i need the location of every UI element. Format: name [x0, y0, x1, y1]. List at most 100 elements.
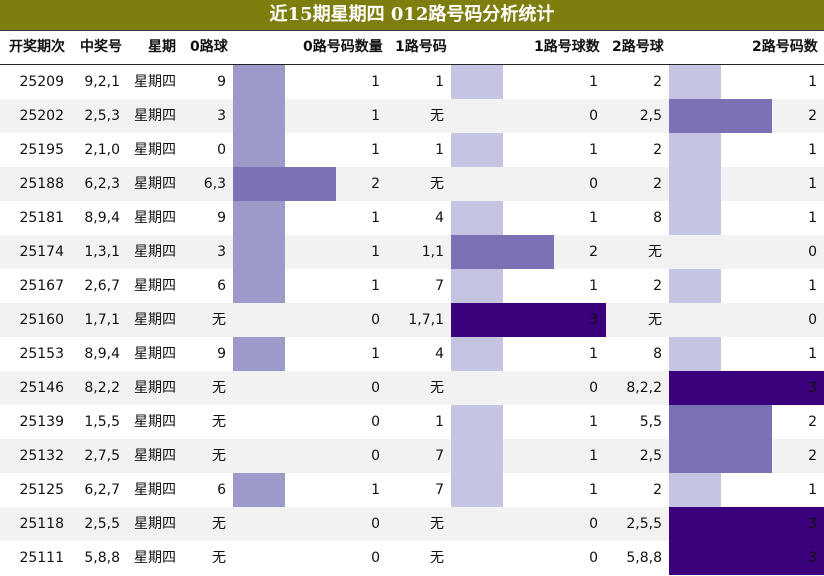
cell-route0-count: 1: [371, 244, 380, 260]
cell-numbers: 1,3,1: [84, 244, 120, 260]
cell-numbers: 1,7,1: [84, 312, 120, 328]
cell-route1-count: 0: [589, 108, 598, 124]
count-bar: [669, 133, 721, 167]
cell-weekday: 星期四: [134, 244, 176, 260]
cell-route1-count: 1: [589, 346, 598, 362]
cell-period: 25139: [19, 414, 64, 430]
cell-route2-count: 1: [808, 176, 817, 192]
cell-weekday: 星期四: [134, 448, 176, 464]
cell-weekday: 星期四: [134, 312, 176, 328]
header-route2-count: 2路号码数: [752, 39, 818, 55]
cell-weekday: 星期四: [134, 346, 176, 362]
table-row: 25167 2,6,7 星期四 6 1 7 1 2 1: [0, 269, 824, 303]
count-bar: [669, 473, 721, 507]
cell-period: 25118: [19, 516, 64, 532]
count-bar: [669, 269, 721, 303]
cell-route2: 无: [648, 244, 662, 260]
cell-route2-count: 1: [808, 346, 817, 362]
count-bar: [669, 507, 824, 541]
table-row: 25188 6,2,3 星期四 6,3 2 无 0 2 1: [0, 167, 824, 201]
count-bar: [233, 201, 285, 235]
count-bar: [451, 65, 503, 99]
cell-route2: 2,5: [639, 108, 662, 124]
cell-route1: 无: [430, 380, 444, 396]
cell-route0: 无: [212, 448, 226, 464]
cell-numbers: 8,2,2: [84, 380, 120, 396]
header-route0-count: 0路号码数量: [303, 39, 383, 55]
count-bar: [451, 201, 503, 235]
count-bar: [451, 303, 606, 337]
cell-route1: 无: [430, 108, 444, 124]
cell-numbers: 1,5,5: [84, 414, 120, 430]
cell-route0: 无: [212, 312, 226, 328]
cell-route0-count: 0: [371, 312, 380, 328]
cell-numbers: 2,6,7: [84, 278, 120, 294]
header-route1: 1路号码: [395, 39, 447, 55]
header-divider: [0, 64, 824, 65]
cell-weekday: 星期四: [134, 414, 176, 430]
table-row: 25174 1,3,1 星期四 3 1 1,1 2 无 0: [0, 235, 824, 269]
cell-weekday: 星期四: [134, 516, 176, 532]
cell-route2: 2,5: [639, 448, 662, 464]
cell-route0: 无: [212, 550, 226, 566]
cell-route2: 2: [653, 74, 662, 90]
cell-route2-count: 2: [808, 414, 817, 430]
cell-route2: 5,8,8: [626, 550, 662, 566]
cell-route2: 8,2,2: [626, 380, 662, 396]
cell-route0: 3: [217, 108, 226, 124]
count-bar: [451, 473, 503, 507]
cell-weekday: 星期四: [134, 74, 176, 90]
count-bar: [233, 99, 285, 133]
cell-route0-count: 1: [371, 108, 380, 124]
table-row: 25202 2,5,3 星期四 3 1 无 0 2,5 2: [0, 99, 824, 133]
cell-route0: 3: [217, 244, 226, 260]
cell-numbers: 6,2,3: [84, 176, 120, 192]
cell-period: 25146: [19, 380, 64, 396]
cell-route1: 7: [435, 448, 444, 464]
cell-period: 25111: [19, 550, 64, 566]
cell-route1: 无: [430, 176, 444, 192]
table-row: 25160 1,7,1 星期四 无 0 1,7,1 3 无 0: [0, 303, 824, 337]
cell-route2-count: 3: [808, 516, 817, 532]
cell-route1-count: 0: [589, 380, 598, 396]
cell-route0: 0: [217, 142, 226, 158]
cell-route2: 8: [653, 210, 662, 226]
table-row: 25118 2,5,5 星期四 无 0 无 0 2,5,5 3: [0, 507, 824, 541]
cell-route2-count: 1: [808, 74, 817, 90]
table-body: 25209 9,2,1 星期四 9 1 1 1 2 1 25202 2,5,3 星期四 3 1 无 0 2,5 2…: [0, 65, 824, 576]
table-row: 25209 9,2,1 星期四 9 1 1 1 2 1: [0, 65, 824, 99]
cell-period: 25132: [19, 448, 64, 464]
cell-route0-count: 2: [371, 176, 380, 192]
cell-route1: 1: [435, 74, 444, 90]
cell-weekday: 星期四: [134, 142, 176, 158]
count-bar: [451, 133, 503, 167]
table-row: 25195 2,1,0 星期四 0 1 1 1 2 1: [0, 133, 824, 167]
cell-period: 25167: [19, 278, 64, 294]
cell-weekday: 星期四: [134, 176, 176, 192]
cell-route1: 1,7,1: [408, 312, 444, 328]
count-bar: [669, 99, 772, 133]
count-bar: [233, 269, 285, 303]
cell-numbers: 5,8,8: [84, 550, 120, 566]
cell-route0-count: 0: [371, 380, 380, 396]
cell-route2-count: 1: [808, 482, 817, 498]
count-bar: [451, 269, 503, 303]
cell-period: 25160: [19, 312, 64, 328]
cell-route0: 9: [217, 210, 226, 226]
cell-route2-count: 3: [808, 380, 817, 396]
cell-route1: 1,1: [421, 244, 444, 260]
cell-route2: 2: [653, 142, 662, 158]
cell-route0-count: 0: [371, 448, 380, 464]
cell-route1: 4: [435, 210, 444, 226]
cell-weekday: 星期四: [134, 482, 176, 498]
table-row: 25139 1,5,5 星期四 无 0 1 1 5,5 2: [0, 405, 824, 439]
count-bar: [669, 541, 824, 575]
cell-route0-count: 1: [371, 74, 380, 90]
cell-route1-count: 1: [589, 278, 598, 294]
cell-route1: 1: [435, 414, 444, 430]
cell-route2-count: 1: [808, 278, 817, 294]
cell-period: 25195: [19, 142, 64, 158]
cell-route2-count: 0: [808, 244, 817, 260]
table-row: 25111 5,8,8 星期四 无 0 无 0 5,8,8 3: [0, 541, 824, 575]
cell-route1-count: 1: [589, 414, 598, 430]
